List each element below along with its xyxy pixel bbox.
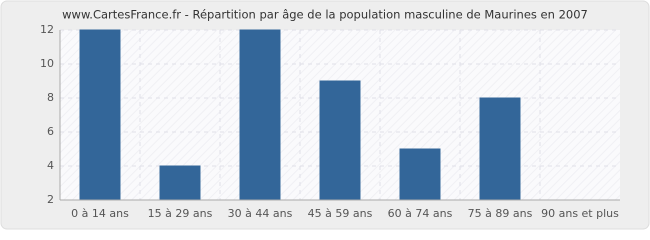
x-tick-label: 60 à 74 ans: [388, 207, 453, 220]
bar: [399, 148, 441, 201]
bar: [479, 97, 521, 201]
x-tick-label: 30 à 44 ans: [228, 207, 293, 220]
y-tick-label: 12: [40, 23, 54, 36]
bar: [319, 80, 361, 201]
chart-title: www.CartesFrance.fr - Répartition par âg…: [62, 8, 588, 22]
x-tick-label: 0 à 14 ans: [71, 207, 129, 220]
x-tick-label: 15 à 29 ans: [148, 207, 213, 220]
chart: www.CartesFrance.fr - Répartition par âg…: [0, 0, 650, 230]
x-tick-label: 90 ans et plus: [541, 207, 619, 220]
y-tick-label: 8: [47, 91, 54, 104]
y-tick-label: 2: [47, 193, 54, 206]
y-tick-label: 10: [40, 57, 54, 70]
bar: [79, 29, 121, 201]
x-tick-label: 45 à 59 ans: [308, 207, 373, 220]
bar: [239, 29, 281, 201]
y-tick-label: 4: [47, 159, 54, 172]
x-tick-label: 75 à 89 ans: [468, 207, 533, 220]
bar: [159, 165, 201, 201]
y-tick-label: 6: [47, 125, 54, 138]
